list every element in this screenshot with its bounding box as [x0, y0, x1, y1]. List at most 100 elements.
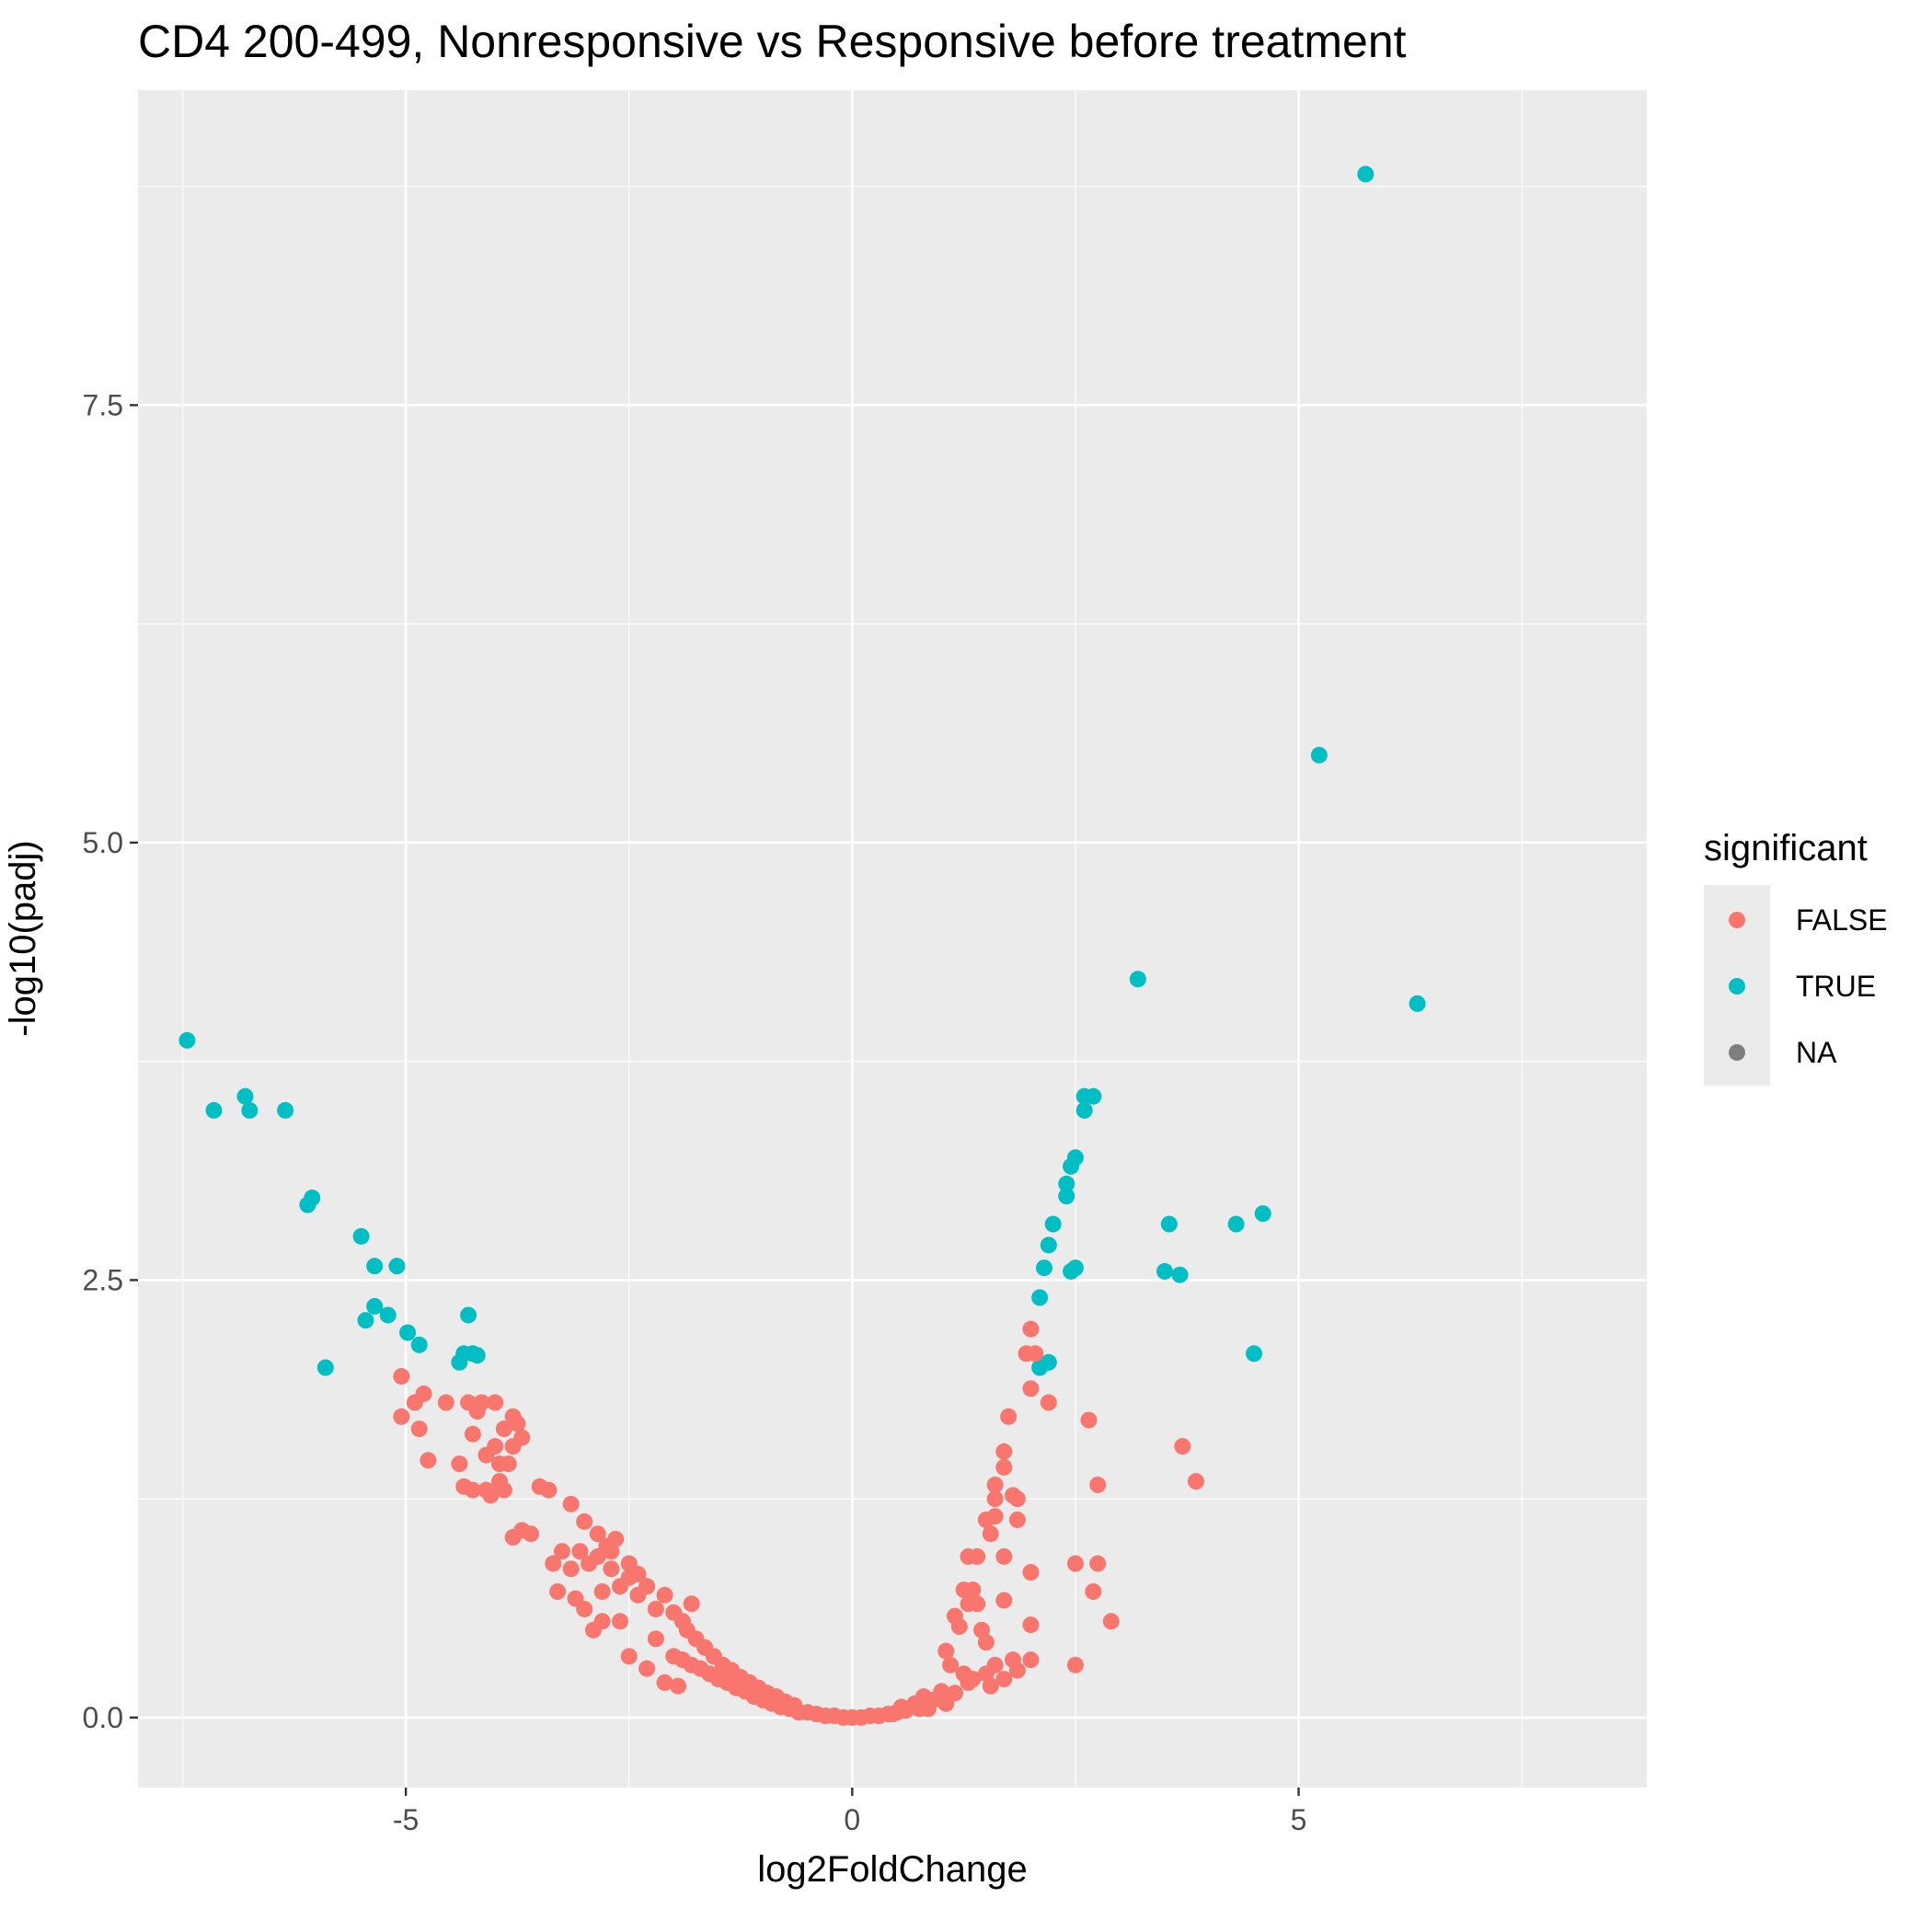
data-point-false [665, 1604, 683, 1621]
data-point-true [1310, 746, 1328, 764]
data-point-false [460, 1394, 477, 1411]
data-point-false [670, 1677, 687, 1695]
data-point-false [410, 1420, 428, 1438]
data-point-false [1008, 1662, 1026, 1679]
data-point-false [1022, 1616, 1040, 1634]
data-point-false [464, 1425, 481, 1443]
data-point-true [1254, 1205, 1271, 1223]
data-point-false [1089, 1555, 1107, 1572]
data-point-false [1000, 1408, 1018, 1425]
data-point-false [581, 1555, 598, 1572]
data-point-true [366, 1297, 384, 1315]
legend-label-false: FALSE [1796, 903, 1888, 937]
series-true-points [178, 166, 1426, 1376]
data-point-true [451, 1353, 468, 1371]
data-point-true [1409, 995, 1426, 1012]
data-point-false [1066, 1555, 1084, 1572]
data-point-false [393, 1368, 410, 1386]
data-point-true [1246, 1345, 1263, 1363]
data-point-false [531, 1478, 548, 1495]
data-point-false [620, 1648, 638, 1665]
data-point-true [205, 1101, 223, 1119]
data-point-true [410, 1336, 428, 1353]
data-point-false [584, 1621, 602, 1639]
data-point-true [178, 1031, 196, 1049]
data-point-false [549, 1582, 567, 1600]
y-tick-label: 2.5 [83, 1263, 123, 1296]
data-point-false [937, 1642, 955, 1660]
data-point-true [1040, 1236, 1057, 1254]
data-point-false [504, 1408, 522, 1425]
data-point-false [393, 1408, 410, 1425]
data-point-false [964, 1581, 982, 1599]
x-tick-label: 5 [1291, 1803, 1307, 1836]
data-point-true [1031, 1359, 1049, 1376]
x-tick-label: 0 [844, 1803, 860, 1836]
data-point-false [969, 1595, 986, 1613]
data-point-false [562, 1495, 580, 1512]
data-point-false [683, 1595, 700, 1613]
data-point-false [995, 1671, 1013, 1688]
data-point-true [316, 1359, 334, 1376]
x-tick-label: -5 [393, 1803, 419, 1836]
data-point-false [406, 1394, 423, 1411]
data-point-false [995, 1458, 1013, 1476]
data-point-true [1063, 1262, 1080, 1280]
data-point-true [366, 1258, 384, 1275]
data-point-false [1187, 1473, 1204, 1490]
series-false-points [393, 1320, 1204, 1726]
data-point-true [1085, 1087, 1102, 1105]
data-point-false [977, 1634, 995, 1651]
data-point-false [553, 1543, 570, 1560]
data-point-false [986, 1490, 1004, 1508]
data-point-false [589, 1525, 606, 1543]
y-axis: 0.0 2.5 5.0 7.5 [83, 388, 138, 1734]
data-point-true [357, 1312, 374, 1329]
data-point-true [236, 1087, 254, 1105]
data-point-true [379, 1306, 397, 1324]
data-point-false [451, 1455, 468, 1473]
minor-gridlines [138, 90, 1647, 1788]
data-point-true [399, 1324, 417, 1341]
data-point-false [1066, 1656, 1084, 1673]
data-point-true [1357, 166, 1374, 183]
data-point-false [665, 1648, 683, 1665]
legend-title: significant [1704, 828, 1868, 868]
legend-label-na: NA [1796, 1036, 1837, 1069]
major-gridlines [138, 90, 1647, 1788]
data-point-false [491, 1473, 509, 1490]
data-point-false [477, 1481, 495, 1499]
data-point-false [477, 1446, 495, 1464]
data-point-false [638, 1660, 656, 1677]
data-point-true [1227, 1215, 1245, 1233]
legend-key-na [1729, 1044, 1745, 1061]
data-point-false [1008, 1511, 1026, 1528]
data-point-false [629, 1565, 647, 1582]
data-point-true [352, 1227, 370, 1245]
data-point-true [1129, 971, 1146, 988]
y-tick-label: 0.0 [83, 1701, 123, 1734]
data-point-true [1063, 1157, 1080, 1175]
data-point-false [1022, 1651, 1040, 1669]
plot-panel [138, 90, 1647, 1788]
data-point-false [656, 1673, 673, 1691]
x-axis: -5 0 5 [393, 1788, 1307, 1836]
data-point-false [513, 1429, 531, 1446]
legend: significant FALSE TRUE NA [1704, 828, 1888, 1086]
data-point-false [576, 1512, 593, 1530]
legend-entries: FALSE TRUE NA [1729, 903, 1888, 1069]
data-point-false [937, 1695, 955, 1712]
data-point-false [567, 1590, 584, 1607]
data-point-false [562, 1560, 580, 1578]
y-tick-label: 7.5 [83, 388, 123, 421]
data-point-true [1058, 1175, 1075, 1192]
data-point-true [1171, 1266, 1189, 1283]
data-point-false [1022, 1320, 1040, 1338]
data-point-false [455, 1478, 473, 1495]
data-point-true [1156, 1262, 1173, 1280]
data-point-false [420, 1452, 437, 1469]
data-point-true [468, 1347, 486, 1364]
data-point-true [1031, 1289, 1049, 1306]
chart-title: CD4 200-499, Nonresponsive vs Responsive… [138, 16, 1407, 67]
data-point-true [1058, 1188, 1075, 1205]
